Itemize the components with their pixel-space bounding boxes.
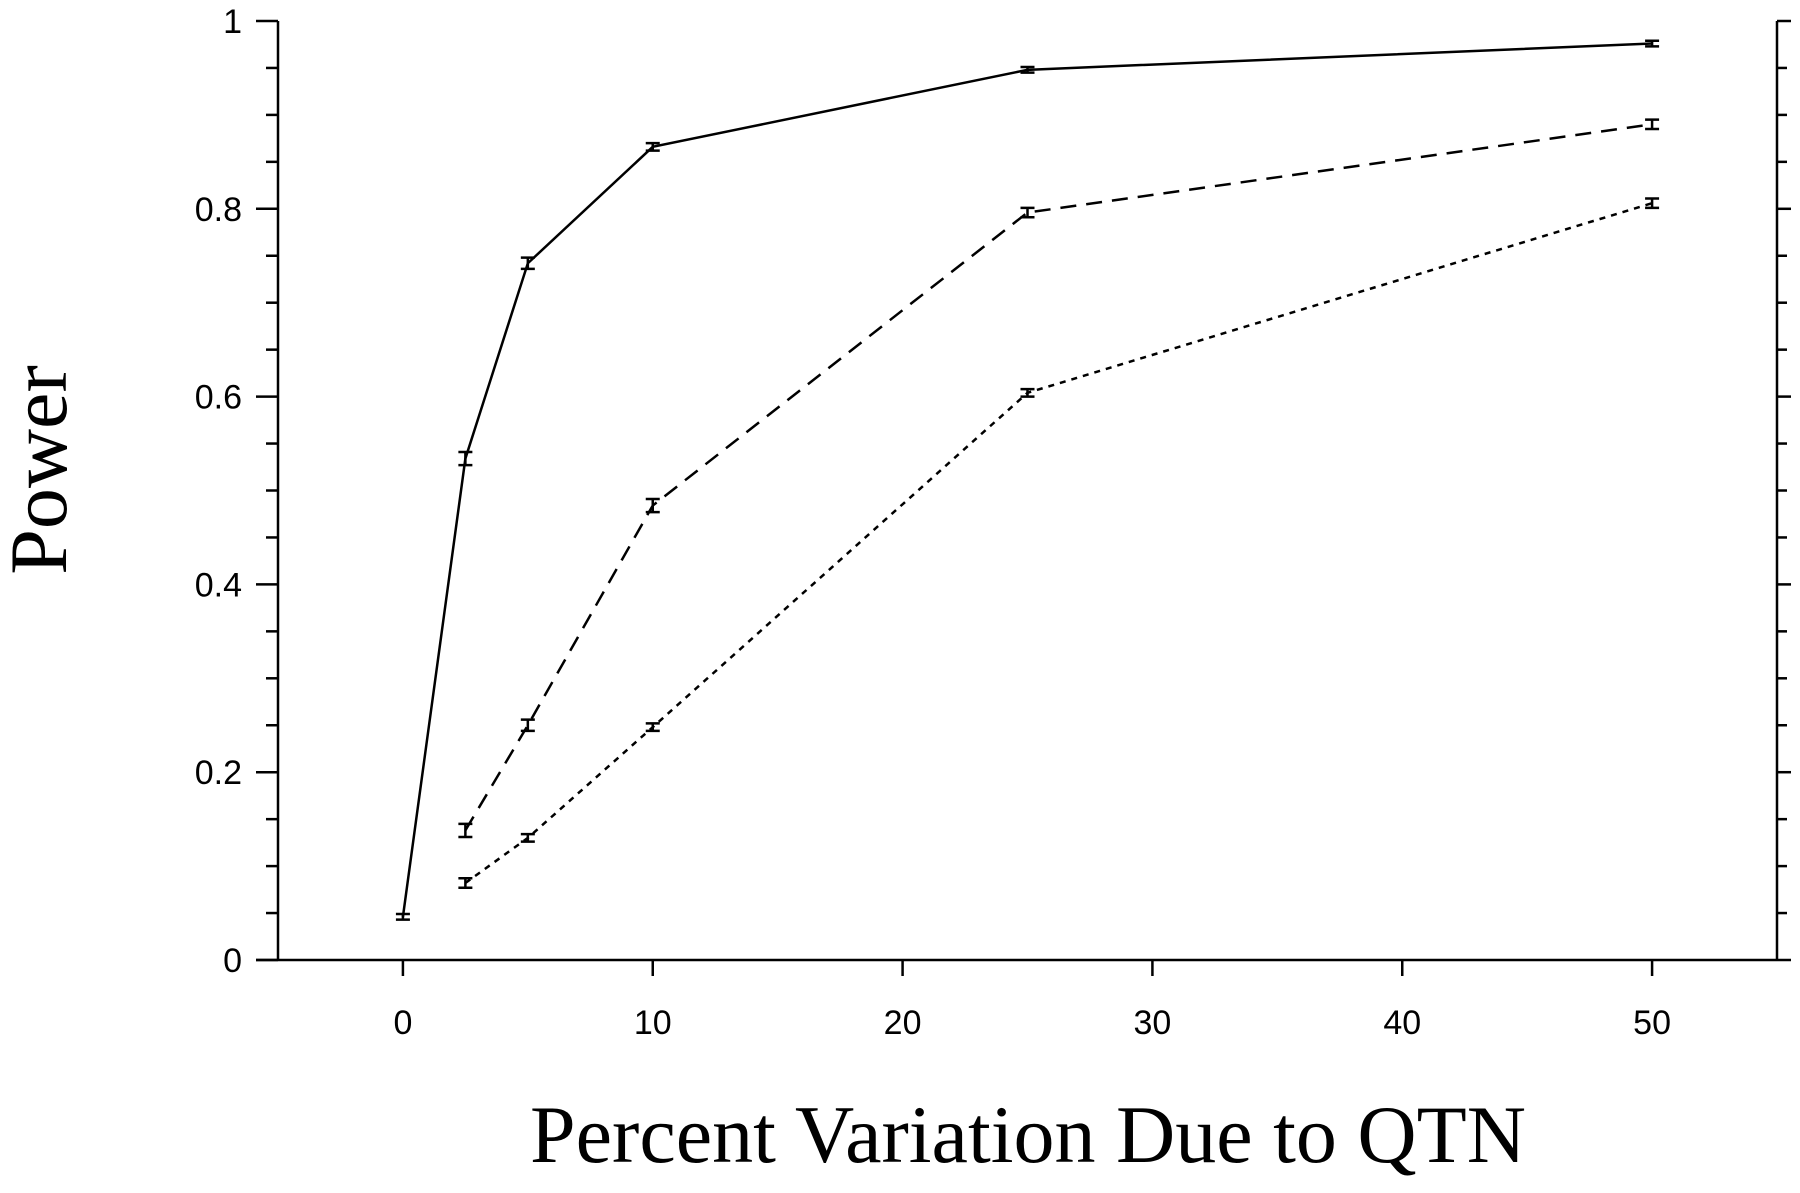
x-tick-label: 0 bbox=[393, 1004, 412, 1042]
error-bar bbox=[458, 877, 473, 889]
x-tick-label: 50 bbox=[1633, 1004, 1671, 1042]
y-tick-label: 0.4 bbox=[195, 566, 242, 604]
y-tick-label: 0.2 bbox=[195, 754, 242, 792]
x-tick-label: 40 bbox=[1383, 1004, 1421, 1042]
series-line bbox=[464, 201, 1653, 885]
error-bar bbox=[458, 822, 473, 839]
error-bar bbox=[645, 497, 660, 514]
series-line bbox=[401, 42, 1653, 917]
y-tick-label: 0.6 bbox=[195, 379, 242, 417]
error-bar bbox=[520, 718, 535, 733]
error-bar bbox=[520, 256, 535, 271]
error-bar bbox=[395, 912, 410, 921]
error-bar bbox=[1645, 118, 1660, 131]
y-tick-label: 0.8 bbox=[195, 191, 242, 229]
x-tick-label: 30 bbox=[1134, 1004, 1172, 1042]
series-line bbox=[464, 123, 1653, 832]
error-bar bbox=[1020, 387, 1035, 398]
error-bar bbox=[1645, 197, 1660, 210]
error-bar bbox=[645, 141, 660, 152]
x-axis-label: Percent Variation Due to QTN bbox=[530, 1089, 1526, 1180]
error-bar bbox=[1020, 65, 1035, 74]
y-tick-label: 0 bbox=[223, 942, 242, 980]
x-tick-label: 10 bbox=[634, 1004, 672, 1042]
y-tick-label: 1 bbox=[223, 3, 242, 41]
error-bar bbox=[645, 722, 660, 733]
x-tick-label: 20 bbox=[884, 1004, 922, 1042]
error-bar bbox=[520, 832, 535, 843]
error-bar bbox=[1645, 39, 1660, 48]
y-axis-label: Power bbox=[0, 365, 84, 575]
error-bar bbox=[1020, 206, 1035, 219]
error-bar bbox=[458, 450, 473, 467]
